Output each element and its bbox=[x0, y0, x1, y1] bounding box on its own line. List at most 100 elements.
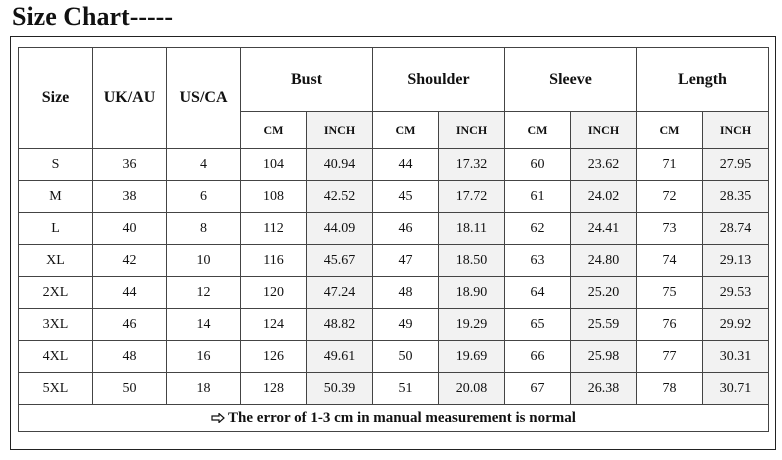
cell: 16 bbox=[166, 340, 241, 373]
cell: 72 bbox=[636, 180, 703, 213]
cell: 73 bbox=[636, 212, 703, 245]
cell: 75 bbox=[636, 276, 703, 309]
cell: 50 bbox=[372, 340, 439, 373]
cell: 66 bbox=[504, 340, 571, 373]
cell: 24.41 bbox=[570, 212, 637, 245]
cell: 19.29 bbox=[438, 308, 505, 341]
cell: 61 bbox=[504, 180, 571, 213]
group-header: Bust bbox=[240, 47, 373, 112]
data-row: 5XL 50 18 128 50.39 51 20.08 67 26.38 78 30.71 bbox=[18, 372, 769, 405]
header-cell: Size bbox=[18, 47, 93, 149]
cell: 78 bbox=[636, 372, 703, 405]
cell: 24.02 bbox=[570, 180, 637, 213]
cell: 25.20 bbox=[570, 276, 637, 309]
cell: 120 bbox=[240, 276, 307, 309]
unit-header: INCH bbox=[570, 111, 637, 149]
data-row: L 40 8 112 44.09 46 18.11 62 24.41 73 28.74 bbox=[18, 212, 769, 245]
cell: 28.74 bbox=[702, 212, 769, 245]
cell: 27.95 bbox=[702, 148, 769, 181]
data-row: M 38 6 108 42.52 45 17.72 61 24.02 72 28.35 bbox=[18, 180, 769, 213]
unit-header: INCH bbox=[702, 111, 769, 149]
cell: 23.62 bbox=[570, 148, 637, 181]
cell: 50.39 bbox=[306, 372, 373, 405]
cell: 51 bbox=[372, 372, 439, 405]
cell: XL bbox=[18, 244, 93, 277]
cell: 124 bbox=[240, 308, 307, 341]
cell: L bbox=[18, 212, 93, 245]
cell: 18.50 bbox=[438, 244, 505, 277]
cell: 30.31 bbox=[702, 340, 769, 373]
cell: 64 bbox=[504, 276, 571, 309]
cell: 25.98 bbox=[570, 340, 637, 373]
note-row: The error of 1-3 cm in manual measuremen… bbox=[18, 404, 769, 432]
cell: 71 bbox=[636, 148, 703, 181]
header-row: Size UK/AU US/CA Bust Shoulder Sleeve Length bbox=[18, 47, 769, 149]
cell: 18.11 bbox=[438, 212, 505, 245]
cell: 47 bbox=[372, 244, 439, 277]
cell: 28.35 bbox=[702, 180, 769, 213]
header-cell: US/CA bbox=[166, 47, 241, 149]
cell: S bbox=[18, 148, 93, 181]
cell: 65 bbox=[504, 308, 571, 341]
data-row: 4XL 48 16 126 49.61 50 19.69 66 25.98 77 30.31 bbox=[18, 340, 769, 373]
header-cell: UK/AU bbox=[92, 47, 167, 149]
cell: 25.59 bbox=[570, 308, 637, 341]
cell: 48 bbox=[372, 276, 439, 309]
cell: 48.82 bbox=[306, 308, 373, 341]
cell: 67 bbox=[504, 372, 571, 405]
cell: 12 bbox=[166, 276, 241, 309]
cell: 6 bbox=[166, 180, 241, 213]
cell: 29.13 bbox=[702, 244, 769, 277]
cell: 74 bbox=[636, 244, 703, 277]
group-header: Sleeve bbox=[504, 47, 637, 112]
data-row: 2XL 44 12 120 47.24 48 18.90 64 25.20 75 29.53 bbox=[18, 276, 769, 309]
cell: 48 bbox=[92, 340, 167, 373]
cell: 62 bbox=[504, 212, 571, 245]
cell: 42 bbox=[92, 244, 167, 277]
cell: 10 bbox=[166, 244, 241, 277]
data-row: S 36 4 104 40.94 44 17.32 60 23.62 71 27.95 bbox=[18, 148, 769, 181]
unit-row: CM INCH CM INCH CM INCH CM INCH bbox=[19, 111, 769, 149]
cell: 45 bbox=[372, 180, 439, 213]
cell: 17.72 bbox=[438, 180, 505, 213]
cell: 42.52 bbox=[306, 180, 373, 213]
cell: 60 bbox=[504, 148, 571, 181]
cell: 76 bbox=[636, 308, 703, 341]
cell: 104 bbox=[240, 148, 307, 181]
cell: 29.53 bbox=[702, 276, 769, 309]
unit-header: INCH bbox=[438, 111, 505, 149]
unit-header: CM bbox=[372, 111, 439, 149]
cell: 4 bbox=[166, 148, 241, 181]
data-row: XL 42 10 116 45.67 47 18.50 63 24.80 74 29.13 bbox=[18, 244, 769, 277]
cell: 18 bbox=[166, 372, 241, 405]
cell: 18.90 bbox=[438, 276, 505, 309]
cell: 14 bbox=[166, 308, 241, 341]
cell: 2XL bbox=[18, 276, 93, 309]
cell: 50 bbox=[92, 372, 167, 405]
cell: 126 bbox=[240, 340, 307, 373]
cell: 26.38 bbox=[570, 372, 637, 405]
cell: 30.71 bbox=[702, 372, 769, 405]
cell: 8 bbox=[166, 212, 241, 245]
frame bbox=[10, 36, 776, 450]
cell: 128 bbox=[240, 372, 307, 405]
cell: 46 bbox=[372, 212, 439, 245]
cell: 44.09 bbox=[306, 212, 373, 245]
note-text: The error of 1-3 cm in manual measuremen… bbox=[228, 409, 576, 426]
cell: 40 bbox=[92, 212, 167, 245]
cell: 3XL bbox=[18, 308, 93, 341]
note-cell: The error of 1-3 cm in manual measuremen… bbox=[18, 404, 769, 432]
size-table: Size UK/AU US/CA Bust Shoulder Sleeve Length CM… bbox=[18, 47, 769, 432]
cell: 44 bbox=[92, 276, 167, 309]
title: Size Chart----- bbox=[12, 2, 173, 31]
unit-header: CM bbox=[636, 111, 703, 149]
cell: 46 bbox=[92, 308, 167, 341]
cell: 77 bbox=[636, 340, 703, 373]
cell: 44 bbox=[372, 148, 439, 181]
unit-header: CM bbox=[240, 111, 307, 149]
cell: 24.80 bbox=[570, 244, 637, 277]
group-header: Length bbox=[636, 47, 769, 112]
cell: 29.92 bbox=[702, 308, 769, 341]
cell: 40.94 bbox=[306, 148, 373, 181]
